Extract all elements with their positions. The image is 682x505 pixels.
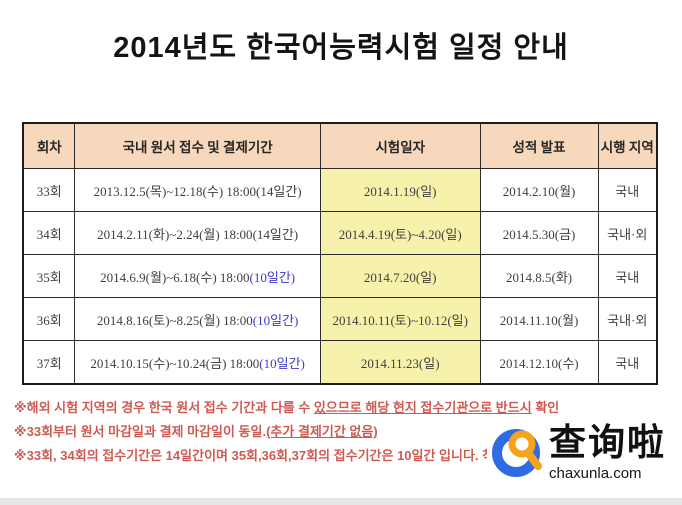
period-cell: 2014.6.9(월)~6.18(수) 18:00(10일간) — [74, 254, 321, 298]
col-header-result-date: 성적 발표 — [479, 122, 599, 169]
period-text: 2014.10.15(수)~10.24(금) 18:00 — [90, 355, 260, 371]
table-row: 34회 2014.2.11(화)~2.24(월) 18:00(14일간) 201… — [22, 211, 658, 255]
result-date-cell: 2014.11.10(월) — [479, 297, 599, 341]
bottom-strip — [0, 498, 682, 505]
note-underlined-text: 있으므로 해당 현지 접수기관으로 반드시 — [313, 400, 532, 415]
test-date-cell: 2014.1.19(일) — [319, 168, 481, 212]
period-duration: (10일간) — [249, 269, 296, 285]
col-header-round: 회차 — [22, 122, 76, 169]
col-header-test-date: 시험일자 — [319, 122, 481, 169]
logo-name: 查询啦 — [549, 423, 666, 464]
note-underlined-text: (추가 결제기간 없음) — [266, 424, 378, 439]
test-date-cell: 2014.7.20(일) — [319, 254, 481, 298]
period-duration: (10일간) — [252, 312, 299, 328]
note-text: ※33회, 34회의 접수기간은 14일간이며 35회,36회,37회의 접수기… — [14, 448, 507, 463]
result-date-cell: 2014.8.5(화) — [479, 254, 599, 298]
test-date-cell: 2014.11.23(일) — [319, 340, 481, 385]
result-date-cell: 2014.5.30(금) — [479, 211, 599, 255]
table-row: 33회 2013.12.5(목)~12.18(수) 18:00(14일간) 20… — [22, 168, 658, 212]
chaxunla-watermark-logo: 查询啦 chaxunla.com — [487, 424, 666, 482]
logo-domain: chaxunla.com — [549, 465, 642, 482]
period-text: 2014.2.11(화)~2.24(월) 18:00 — [97, 226, 253, 242]
test-date-cell: 2014.4.19(토)~4.20(일) — [319, 211, 481, 255]
round-cell: 36회 — [22, 297, 76, 341]
note-line-1: ※해외 시험 지역의 경우 한국 원서 접수 기간과 다를 수 있으므로 해당 … — [14, 396, 678, 420]
note-text: 확인 — [531, 400, 560, 415]
period-duration: (14일간) — [252, 226, 299, 242]
logo-text-block: 查询啦 chaxunla.com — [549, 423, 666, 483]
period-cell: 2014.10.15(수)~10.24(금) 18:00(10일간) — [74, 340, 321, 385]
note-line-3: ※33회, 34회의 접수기간은 14일간이며 35회,36회,37회의 접수기… — [14, 444, 678, 468]
region-cell: 국내 — [597, 340, 658, 385]
note-text: ※해외 시험 지역의 경우 한국 원서 접수 기간과 다를 수 — [14, 400, 314, 415]
table-header-row: 회차 국내 원서 접수 및 결제기간 시험일자 성적 발표 시행 지역 — [22, 122, 658, 169]
region-cell: 국내 — [597, 254, 658, 298]
round-cell: 37회 — [22, 340, 76, 385]
table-row: 36회 2014.8.16(토)~8.25(월) 18:00(10일간) 201… — [22, 297, 658, 341]
test-date-cell: 2014.10.11(토)~10.12(일) — [319, 297, 481, 341]
round-cell: 35회 — [22, 254, 76, 298]
period-text: 2014.6.9(월)~6.18(수) 18:00 — [100, 269, 250, 285]
round-cell: 33회 — [22, 168, 76, 212]
result-date-cell: 2014.12.10(수) — [479, 340, 599, 385]
period-duration: (14일간) — [256, 183, 302, 199]
region-cell: 국내 — [597, 168, 658, 212]
round-cell: 34회 — [22, 211, 76, 255]
result-date-cell: 2014.2.10(월) — [479, 168, 599, 212]
schedule-table: 회차 국내 원서 접수 및 결제기간 시험일자 성적 발표 시행 지역 33회 … — [22, 122, 658, 385]
period-duration: (10일간) — [259, 355, 305, 371]
region-cell: 국내·외 — [597, 297, 658, 341]
table-row: 35회 2014.6.9(월)~6.18(수) 18:00(10일간) 2014… — [22, 254, 658, 298]
note-line-2: ※33회부터 원서 마감일과 결제 마감일이 동일.(추가 결제기간 없음) — [14, 420, 678, 444]
note-text: ※33회부터 원서 마감일과 결제 마감일이 동일. — [14, 424, 267, 439]
period-text: 2013.12.5(목)~12.18(수) 18:00 — [93, 183, 257, 199]
page-title: 2014년도 한국어능력시험 일정 안내 — [113, 32, 569, 64]
col-header-period: 국내 원서 접수 및 결제기간 — [74, 122, 321, 169]
footnotes: ※해외 시험 지역의 경우 한국 원서 접수 기간과 다를 수 있으므로 해당 … — [14, 396, 678, 468]
period-cell: 2014.8.16(토)~8.25(월) 18:00(10일간) — [74, 297, 321, 341]
period-cell: 2014.2.11(화)~2.24(월) 18:00(14일간) — [74, 211, 321, 255]
table-row: 37회 2014.10.15(수)~10.24(금) 18:00(10일간) 2… — [22, 340, 658, 385]
col-header-region: 시행 지역 — [597, 122, 658, 169]
magnifier-logo-icon — [491, 424, 545, 480]
period-cell: 2013.12.5(목)~12.18(수) 18:00(14일간) — [74, 168, 321, 212]
period-text: 2014.8.16(토)~8.25(월) 18:00 — [96, 312, 253, 328]
region-cell: 국내·외 — [597, 211, 658, 255]
